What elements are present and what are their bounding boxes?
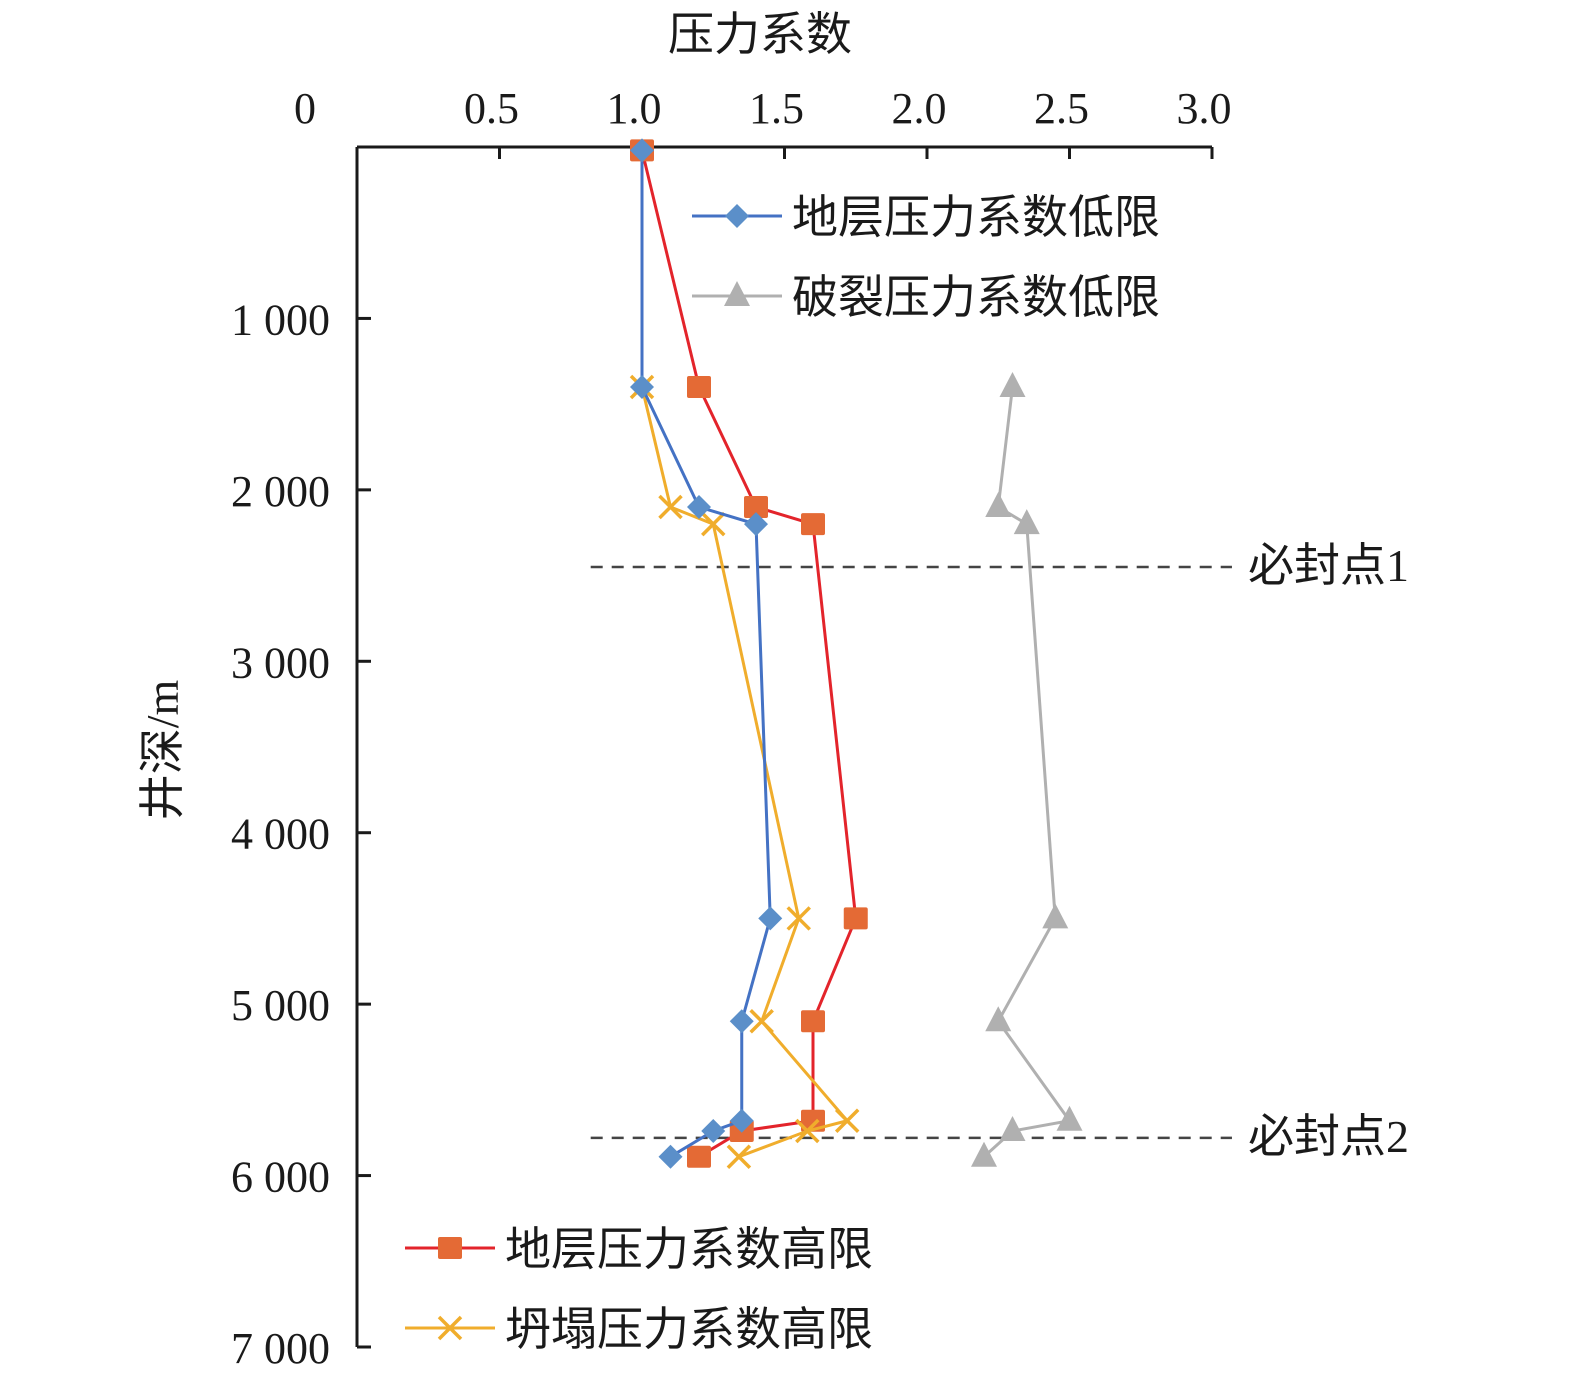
legend-item: 地层压力系数低限 bbox=[692, 192, 1160, 243]
x-marker bbox=[795, 1118, 820, 1144]
square-marker bbox=[843, 907, 868, 930]
triangle-marker bbox=[1056, 1105, 1083, 1131]
x-tick-label: 2.5 bbox=[1034, 84, 1089, 133]
y-tick-label: 6 000 bbox=[231, 1153, 330, 1202]
diamond-marker bbox=[725, 204, 749, 228]
diamond-marker bbox=[729, 1009, 754, 1034]
annotations: 必封点1 必封点2 bbox=[590, 540, 1409, 1162]
square-marker bbox=[801, 1109, 825, 1132]
triangle-marker bbox=[1042, 903, 1069, 929]
triangle-marker bbox=[999, 372, 1026, 397]
legend-label: 破裂压力系数低限 bbox=[792, 272, 1160, 323]
x-tick-label: 3.0 bbox=[1177, 84, 1232, 133]
y-tick-label: 2 000 bbox=[231, 467, 330, 516]
legend-item: 地层压力系数高限 bbox=[405, 1224, 873, 1275]
x-tick-label: 0 bbox=[294, 84, 316, 133]
triangle-marker bbox=[1013, 509, 1040, 535]
x-marker bbox=[786, 906, 811, 931]
square-marker bbox=[744, 496, 768, 518]
legend-item: 坍塌压力系数高限 bbox=[405, 1304, 873, 1355]
x-marker bbox=[658, 494, 683, 520]
triangle-marker bbox=[985, 1006, 1012, 1032]
legend-label: 坍塌压力系数高限 bbox=[505, 1304, 873, 1355]
diamond-marker bbox=[687, 495, 711, 519]
square-marker bbox=[801, 513, 825, 536]
square-marker bbox=[687, 1145, 711, 1168]
legend-label: 地层压力系数高限 bbox=[505, 1224, 873, 1275]
axes: 0 0.5 1.0 1.5 2.0 2.5 3.0 1 000 2 000 3 000 4 000 5… bbox=[231, 84, 1232, 1373]
x-tick-label: 1.0 bbox=[607, 84, 662, 133]
x-tick-label: 2.0 bbox=[892, 84, 947, 133]
triangle-marker bbox=[971, 1141, 997, 1167]
triangle-marker bbox=[999, 1116, 1026, 1141]
series-line bbox=[640, 150, 772, 1158]
diamond-marker bbox=[630, 138, 654, 163]
diamond-marker bbox=[658, 1144, 683, 1169]
x-tick-label: 1.5 bbox=[749, 84, 804, 133]
y-axis-label: 井深/m bbox=[137, 680, 188, 821]
diamond-marker bbox=[701, 1119, 726, 1143]
x-marker bbox=[749, 1009, 774, 1034]
diamond-marker bbox=[630, 375, 654, 399]
triangle-marker bbox=[985, 492, 1012, 517]
x-marker bbox=[834, 1108, 860, 1133]
diamond-marker bbox=[729, 1108, 754, 1133]
x-marker bbox=[437, 1315, 463, 1341]
legend-item: 破裂压力系数低限 bbox=[692, 272, 1160, 323]
sealing-point-label: 必封点2 bbox=[1248, 1111, 1409, 1162]
y-tick-label: 5 000 bbox=[231, 981, 330, 1030]
series-x bbox=[629, 374, 860, 1169]
y-tick-label: 1 000 bbox=[231, 295, 330, 344]
square-marker bbox=[687, 376, 711, 398]
diamond-marker bbox=[744, 512, 768, 537]
square-marker bbox=[438, 1237, 462, 1259]
y-tick-label: 3 000 bbox=[231, 638, 330, 687]
x-marker bbox=[726, 1144, 752, 1169]
triangle-marker bbox=[724, 281, 750, 306]
series-line bbox=[640, 386, 850, 1159]
series-diamond bbox=[630, 138, 783, 1169]
diamond-marker bbox=[758, 906, 783, 931]
sealing-point-label: 必封点1 bbox=[1248, 540, 1409, 591]
y-tick-label: 4 000 bbox=[231, 810, 330, 859]
y-tick-label: 7 000 bbox=[231, 1324, 330, 1373]
series-triangle bbox=[971, 372, 1083, 1167]
square-marker bbox=[801, 1010, 825, 1033]
x-tick-label: 0.5 bbox=[464, 84, 519, 133]
legend-label: 地层压力系数低限 bbox=[792, 192, 1160, 243]
chart-title: 压力系数 bbox=[668, 9, 852, 60]
series-group bbox=[629, 138, 1083, 1169]
x-marker bbox=[701, 511, 726, 537]
